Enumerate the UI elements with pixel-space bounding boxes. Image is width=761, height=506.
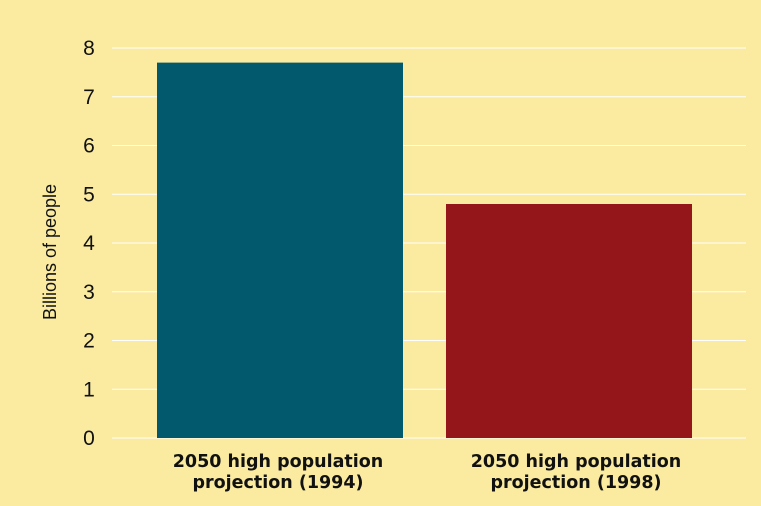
y-tick-labels: 0 1 2 3 4 5 6 7 8 (83, 37, 95, 450)
bar (446, 204, 692, 438)
y-tick-label: 8 (83, 37, 95, 60)
y-tick-label: 3 (83, 281, 95, 304)
y-tick-label: 4 (83, 232, 95, 255)
y-tick-label: 7 (83, 86, 95, 109)
y-tick-label: 0 (83, 427, 95, 450)
y-tick-label: 1 (83, 378, 95, 401)
y-tick-label: 6 (83, 135, 95, 158)
bar (157, 62, 403, 438)
x-category-labels: 2050 high population projection (1994) 205… (173, 452, 682, 493)
y-tick-label: 5 (83, 183, 95, 206)
bars (157, 62, 692, 438)
x-category-label: 2050 high population projection (1994) (173, 452, 384, 493)
y-tick-label: 2 (83, 330, 95, 353)
x-category-label: 2050 high population projection (1998) (471, 452, 682, 493)
y-axis-title: Billions of people (40, 184, 60, 320)
